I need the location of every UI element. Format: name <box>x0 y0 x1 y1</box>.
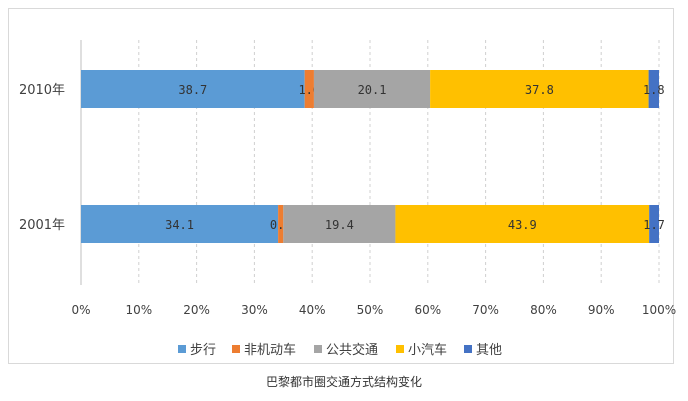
bar-segment <box>395 205 650 243</box>
data-label: 19.4 <box>325 218 354 232</box>
bar-segment <box>278 205 284 243</box>
bar-segment <box>430 70 649 108</box>
data-label: 34.1 <box>165 218 194 232</box>
legend-swatch <box>314 345 322 353</box>
x-tick-label: 70% <box>472 303 499 317</box>
x-tick-label: 80% <box>530 303 557 317</box>
bar-segment <box>648 70 659 108</box>
legend-swatch <box>396 345 404 353</box>
x-tick-label: 30% <box>241 303 268 317</box>
bar-segment <box>313 70 431 108</box>
legend-label: 其他 <box>476 343 502 358</box>
x-tick-label: 10% <box>125 303 152 317</box>
x-tick-label: 100% <box>642 303 676 317</box>
legend-swatch <box>232 345 240 353</box>
x-tick-label: 20% <box>183 303 210 317</box>
x-tick-label: 60% <box>414 303 441 317</box>
data-label: 1.8 <box>643 83 665 97</box>
x-tick-label: 90% <box>588 303 615 317</box>
data-label: 37.8 <box>525 83 554 97</box>
legend-label: 步行 <box>190 343 216 358</box>
data-label: 20.1 <box>358 83 387 97</box>
bar-segment <box>649 205 659 243</box>
data-label: 43.9 <box>508 218 537 232</box>
chart-caption: 巴黎都市圈交通方式结构变化 <box>265 375 422 389</box>
data-label: 1.7 <box>643 218 665 232</box>
bar-segment <box>81 205 279 243</box>
bar-segment <box>283 205 396 243</box>
legend-label: 公共交通 <box>326 342 378 358</box>
legend-label: 非机动车 <box>244 342 296 358</box>
chart-frame <box>8 8 674 364</box>
x-tick-label: 50% <box>357 303 384 317</box>
x-tick-label: 40% <box>299 303 326 317</box>
legend-label: 小汽车 <box>408 342 447 358</box>
legend-swatch <box>178 345 186 353</box>
legend-swatch <box>464 345 472 353</box>
bar-segment <box>304 70 314 108</box>
category-label: 2010年 <box>19 83 65 98</box>
category-label: 2001年 <box>19 218 65 233</box>
bar-segment <box>81 70 305 108</box>
data-label: 38.7 <box>178 83 207 97</box>
x-tick-label: 0% <box>71 303 90 317</box>
